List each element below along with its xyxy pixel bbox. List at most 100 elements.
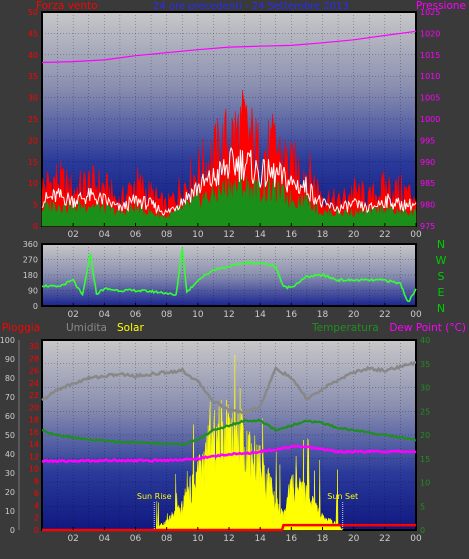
dew-point-series <box>41 444 417 464</box>
temperature-ytick-label: 5 <box>420 502 425 511</box>
chart1-xtick-label: 02 <box>67 230 78 240</box>
wind-direction-series <box>41 248 417 303</box>
pressure-ytick-label: 990 <box>420 158 435 167</box>
pressure-ytick-label: 1020 <box>420 29 440 38</box>
chart3-xtick-label: 16 <box>286 534 298 544</box>
chart1-xtick-label: 00 <box>410 230 422 240</box>
temperature-ytick-label: 10 <box>420 479 430 488</box>
wind-ytick-label: 5 <box>33 201 38 210</box>
humidity-ytick-label: 100 <box>0 336 15 345</box>
wind-ytick-label: 10 <box>28 179 38 188</box>
rain-ytick-label: 20 <box>29 403 39 412</box>
chart2-xtick-label: 14 <box>254 310 266 320</box>
pressure-ytick-label: 975 <box>420 222 435 231</box>
rain-ytick-label: 16 <box>29 428 39 437</box>
compass-letter: W <box>436 254 447 267</box>
chart2-xtick-label: 18 <box>317 310 329 320</box>
rain-ytick-label: 12 <box>29 452 39 461</box>
rain-ytick-label: 24 <box>29 379 39 388</box>
humidity-ytick-label: 60 <box>5 412 15 421</box>
rain-ytick-label: 18 <box>29 416 39 425</box>
humidity-ytick-label: 30 <box>5 469 15 478</box>
pressure-ytick-label: 1015 <box>420 51 440 60</box>
rain-ytick-label: 26 <box>29 367 39 376</box>
humidity-ytick-label: 40 <box>5 450 15 459</box>
wind-ytick-label: 25 <box>28 115 38 124</box>
compass-letter: N <box>437 302 445 315</box>
dew-point-label: Dew Point (°C) <box>389 322 466 334</box>
chart-title: 24 ore precedenti - 24 Settembre 2013 <box>153 1 349 12</box>
temperature-ytick-label: 35 <box>420 360 430 369</box>
rain-series <box>42 523 416 532</box>
chart3-xtick-label: 20 <box>348 534 360 544</box>
chart1-xtick-label: 08 <box>161 230 173 240</box>
rain-ytick-label: 4 <box>34 501 39 510</box>
pressure-ytick-label: 1000 <box>420 115 440 124</box>
humidity-label: Umidita <box>66 322 107 334</box>
wind-ytick-label: 30 <box>28 94 38 103</box>
solar-series <box>153 354 344 531</box>
wind-ytick-label: 35 <box>28 72 38 81</box>
chart3-xtick-label: 04 <box>99 534 111 544</box>
pressure-ytick-label: 980 <box>420 201 435 210</box>
compass-letter: S <box>438 270 445 283</box>
rain-ytick-label: 22 <box>29 391 39 400</box>
chart1-xtick-label: 10 <box>192 230 204 240</box>
pressure-ytick-label: 995 <box>420 136 435 145</box>
chart2-xtick-label: 00 <box>410 310 422 320</box>
chart3-xtick-label: 18 <box>317 534 329 544</box>
temperature-ytick-label: 15 <box>420 455 430 464</box>
humidity-ytick-label: 80 <box>5 374 15 383</box>
chart1-xtick-label: 20 <box>348 230 360 240</box>
chart1-xtick-label: 12 <box>223 230 234 240</box>
chart2-xtick-label: 12 <box>223 310 234 320</box>
chart3-xtick-label: 22 <box>379 534 390 544</box>
chart3-xtick-label: 10 <box>192 534 204 544</box>
humidity-ytick-label: 20 <box>5 488 15 497</box>
wind-ytick-label: 45 <box>28 29 38 38</box>
solar-label: Solar <box>117 322 144 334</box>
chart3-xtick-label: 12 <box>223 534 234 544</box>
humidity-ytick-label: 50 <box>5 431 15 440</box>
chart2-xtick-label: 08 <box>161 310 173 320</box>
rain-ytick-label: 8 <box>34 477 39 486</box>
humidity-ytick-label: 10 <box>5 507 15 516</box>
pressure-ytick-label: 1005 <box>420 94 440 103</box>
chart3-xtick-label: 14 <box>254 534 266 544</box>
rain-ytick-label: 0 <box>34 526 39 535</box>
rain-label: Pioggia <box>2 322 40 334</box>
temperature-ytick-label: 25 <box>420 407 430 416</box>
chart2-xtick-label: 04 <box>99 310 111 320</box>
chart3-xtick-label: 08 <box>161 534 173 544</box>
temperature-ytick-label: 20 <box>420 431 430 440</box>
chart2-xtick-label: 02 <box>67 310 78 320</box>
pressure-ytick-label: 1010 <box>420 72 440 81</box>
direction-ytick-label: 90 <box>28 287 38 296</box>
direction-ytick-label: 0 <box>33 302 38 311</box>
chart1-xtick-label: 18 <box>317 230 329 240</box>
temperature-label: Temperatura <box>311 322 379 334</box>
chart2-xtick-label: 20 <box>348 310 360 320</box>
rain-ytick-label: 28 <box>29 354 39 363</box>
wind-ytick-label: 40 <box>28 51 38 60</box>
chart1-xtick-label: 06 <box>130 230 142 240</box>
pressure-label: Pressione <box>416 0 466 12</box>
temperature-ytick-label: 0 <box>420 526 425 535</box>
sunset-annotation: Sun Set <box>327 492 358 501</box>
chart3-xtick-label: 02 <box>67 534 78 544</box>
temperature-ytick-label: 30 <box>420 384 430 393</box>
wind-ytick-label: 50 <box>28 8 38 17</box>
chart1-xtick-label: 04 <box>99 230 111 240</box>
chart2-xtick-label: 06 <box>130 310 142 320</box>
rain-ytick-label: 14 <box>29 440 39 449</box>
rain-ytick-label: 30 <box>29 342 39 351</box>
pressure-ytick-label: 985 <box>420 179 435 188</box>
wind-ytick-label: 20 <box>28 136 38 145</box>
temperature-ytick-label: 40 <box>420 336 430 345</box>
chart2-xtick-label: 10 <box>192 310 204 320</box>
rain-ytick-label: 6 <box>34 489 39 498</box>
chart1-xtick-label: 14 <box>254 230 266 240</box>
chart3-xtick-label: 06 <box>130 534 142 544</box>
